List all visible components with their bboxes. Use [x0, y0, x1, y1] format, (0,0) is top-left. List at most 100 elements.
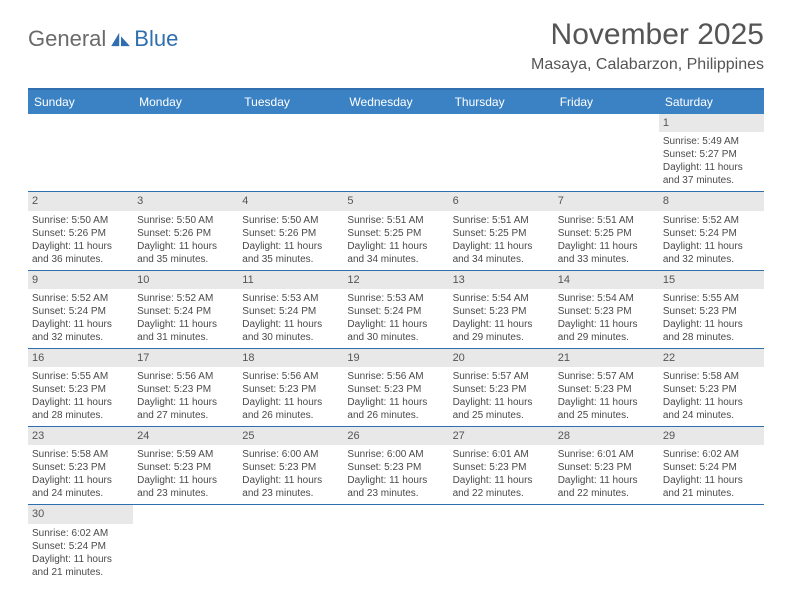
- sunrise-line: Sunrise: 6:01 AM: [558, 448, 655, 461]
- daylight-line-1: Daylight: 11 hours: [32, 240, 129, 253]
- sunset-line: Sunset: 5:23 PM: [347, 461, 444, 474]
- daylight-line-1: Daylight: 11 hours: [242, 318, 339, 331]
- day-cell: 1Sunrise: 5:49 AMSunset: 5:27 PMDaylight…: [659, 114, 764, 191]
- sunset-line: Sunset: 5:23 PM: [453, 383, 550, 396]
- day-number: 7: [554, 192, 659, 210]
- daylight-line-2: and 30 minutes.: [242, 331, 339, 344]
- daylight-line-2: and 28 minutes.: [32, 409, 129, 422]
- daylight-line-2: and 21 minutes.: [663, 487, 760, 500]
- daylight-line-1: Daylight: 11 hours: [347, 396, 444, 409]
- day-cell: 13Sunrise: 5:54 AMSunset: 5:23 PMDayligh…: [449, 271, 554, 348]
- daylight-line-2: and 33 minutes.: [558, 253, 655, 266]
- day-cell: 16Sunrise: 5:55 AMSunset: 5:23 PMDayligh…: [28, 349, 133, 426]
- daylight-line-1: Daylight: 11 hours: [663, 240, 760, 253]
- day-cell: 10Sunrise: 5:52 AMSunset: 5:24 PMDayligh…: [133, 271, 238, 348]
- sunrise-line: Sunrise: 5:57 AM: [453, 370, 550, 383]
- daylight-line-1: Daylight: 11 hours: [137, 318, 234, 331]
- day-number: 11: [238, 271, 343, 289]
- sunrise-line: Sunrise: 6:02 AM: [663, 448, 760, 461]
- weekday-wednesday: Wednesday: [343, 90, 448, 114]
- day-cell: 21Sunrise: 5:57 AMSunset: 5:23 PMDayligh…: [554, 349, 659, 426]
- title-block: November 2025 Masaya, Calabarzon, Philip…: [531, 18, 764, 74]
- day-cell: 6Sunrise: 5:51 AMSunset: 5:25 PMDaylight…: [449, 192, 554, 269]
- day-cell: 23Sunrise: 5:58 AMSunset: 5:23 PMDayligh…: [28, 427, 133, 504]
- daylight-line-1: Daylight: 11 hours: [453, 318, 550, 331]
- day-empty: [554, 505, 659, 582]
- daylight-line-1: Daylight: 11 hours: [453, 396, 550, 409]
- sunrise-line: Sunrise: 5:53 AM: [347, 292, 444, 305]
- daylight-line-1: Daylight: 11 hours: [663, 161, 760, 174]
- sunrise-line: Sunrise: 6:00 AM: [242, 448, 339, 461]
- sunrise-line: Sunrise: 5:56 AM: [242, 370, 339, 383]
- daylight-line-1: Daylight: 11 hours: [242, 474, 339, 487]
- month-title: November 2025: [531, 18, 764, 52]
- sunrise-line: Sunrise: 5:51 AM: [558, 214, 655, 227]
- day-number: 18: [238, 349, 343, 367]
- day-cell: 18Sunrise: 5:56 AMSunset: 5:23 PMDayligh…: [238, 349, 343, 426]
- calendar: SundayMondayTuesdayWednesdayThursdayFrid…: [28, 88, 764, 583]
- daylight-line-1: Daylight: 11 hours: [242, 240, 339, 253]
- daylight-line-2: and 29 minutes.: [453, 331, 550, 344]
- header: General Blue November 2025 Masaya, Calab…: [0, 0, 792, 80]
- sunset-line: Sunset: 5:24 PM: [32, 540, 129, 553]
- sunrise-line: Sunrise: 5:58 AM: [663, 370, 760, 383]
- day-cell: 28Sunrise: 6:01 AMSunset: 5:23 PMDayligh…: [554, 427, 659, 504]
- week-row: 16Sunrise: 5:55 AMSunset: 5:23 PMDayligh…: [28, 349, 764, 427]
- sunset-line: Sunset: 5:26 PM: [32, 227, 129, 240]
- sunset-line: Sunset: 5:23 PM: [558, 461, 655, 474]
- day-number: 5: [343, 192, 448, 210]
- location-text: Masaya, Calabarzon, Philippines: [531, 56, 764, 74]
- day-number: 10: [133, 271, 238, 289]
- day-number: 16: [28, 349, 133, 367]
- sunset-line: Sunset: 5:23 PM: [663, 383, 760, 396]
- sunrise-line: Sunrise: 5:54 AM: [453, 292, 550, 305]
- day-cell: 4Sunrise: 5:50 AMSunset: 5:26 PMDaylight…: [238, 192, 343, 269]
- sunset-line: Sunset: 5:27 PM: [663, 148, 760, 161]
- sunrise-line: Sunrise: 5:52 AM: [32, 292, 129, 305]
- day-empty: [554, 114, 659, 191]
- daylight-line-2: and 24 minutes.: [32, 487, 129, 500]
- day-empty: [449, 505, 554, 582]
- day-cell: 24Sunrise: 5:59 AMSunset: 5:23 PMDayligh…: [133, 427, 238, 504]
- weeks-container: 1Sunrise: 5:49 AMSunset: 5:27 PMDaylight…: [28, 114, 764, 583]
- daylight-line-1: Daylight: 11 hours: [453, 240, 550, 253]
- sunset-line: Sunset: 5:25 PM: [347, 227, 444, 240]
- sunrise-line: Sunrise: 5:59 AM: [137, 448, 234, 461]
- sunset-line: Sunset: 5:24 PM: [242, 305, 339, 318]
- daylight-line-2: and 34 minutes.: [453, 253, 550, 266]
- week-row: 23Sunrise: 5:58 AMSunset: 5:23 PMDayligh…: [28, 427, 764, 505]
- day-number: 24: [133, 427, 238, 445]
- sunrise-line: Sunrise: 5:56 AM: [347, 370, 444, 383]
- daylight-line-2: and 22 minutes.: [453, 487, 550, 500]
- daylight-line-2: and 37 minutes.: [663, 174, 760, 187]
- day-number: 3: [133, 192, 238, 210]
- sunset-line: Sunset: 5:25 PM: [558, 227, 655, 240]
- sunrise-line: Sunrise: 5:55 AM: [32, 370, 129, 383]
- day-number: 30: [28, 505, 133, 523]
- sunset-line: Sunset: 5:23 PM: [137, 383, 234, 396]
- sunset-line: Sunset: 5:25 PM: [453, 227, 550, 240]
- sunrise-line: Sunrise: 6:01 AM: [453, 448, 550, 461]
- sunrise-line: Sunrise: 5:53 AM: [242, 292, 339, 305]
- day-cell: 14Sunrise: 5:54 AMSunset: 5:23 PMDayligh…: [554, 271, 659, 348]
- daylight-line-2: and 30 minutes.: [347, 331, 444, 344]
- daylight-line-1: Daylight: 11 hours: [32, 396, 129, 409]
- daylight-line-2: and 31 minutes.: [137, 331, 234, 344]
- day-empty: [343, 505, 448, 582]
- daylight-line-2: and 25 minutes.: [453, 409, 550, 422]
- day-number: 27: [449, 427, 554, 445]
- day-number: 1: [659, 114, 764, 132]
- day-cell: 9Sunrise: 5:52 AMSunset: 5:24 PMDaylight…: [28, 271, 133, 348]
- day-cell: 15Sunrise: 5:55 AMSunset: 5:23 PMDayligh…: [659, 271, 764, 348]
- sunrise-line: Sunrise: 5:50 AM: [242, 214, 339, 227]
- week-row: 1Sunrise: 5:49 AMSunset: 5:27 PMDaylight…: [28, 114, 764, 192]
- week-row: 30Sunrise: 6:02 AMSunset: 5:24 PMDayligh…: [28, 505, 764, 582]
- daylight-line-1: Daylight: 11 hours: [663, 318, 760, 331]
- sunrise-line: Sunrise: 5:51 AM: [347, 214, 444, 227]
- day-number: 19: [343, 349, 448, 367]
- day-number: 29: [659, 427, 764, 445]
- sunset-line: Sunset: 5:24 PM: [663, 227, 760, 240]
- week-row: 2Sunrise: 5:50 AMSunset: 5:26 PMDaylight…: [28, 192, 764, 270]
- daylight-line-1: Daylight: 11 hours: [558, 318, 655, 331]
- weekday-monday: Monday: [133, 90, 238, 114]
